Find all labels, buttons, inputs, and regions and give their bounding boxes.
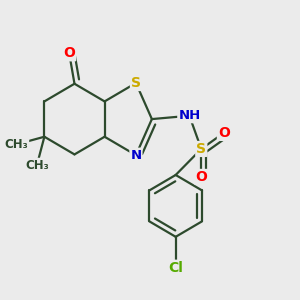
Text: O: O: [195, 170, 207, 184]
Text: O: O: [218, 126, 230, 140]
Text: S: S: [131, 76, 141, 90]
Text: O: O: [63, 46, 75, 60]
Text: N: N: [130, 149, 142, 162]
Text: CH₃: CH₃: [25, 159, 49, 172]
Text: S: S: [196, 142, 206, 156]
Text: NH: NH: [178, 109, 200, 122]
Text: Cl: Cl: [168, 261, 183, 275]
Text: CH₃: CH₃: [4, 138, 28, 151]
